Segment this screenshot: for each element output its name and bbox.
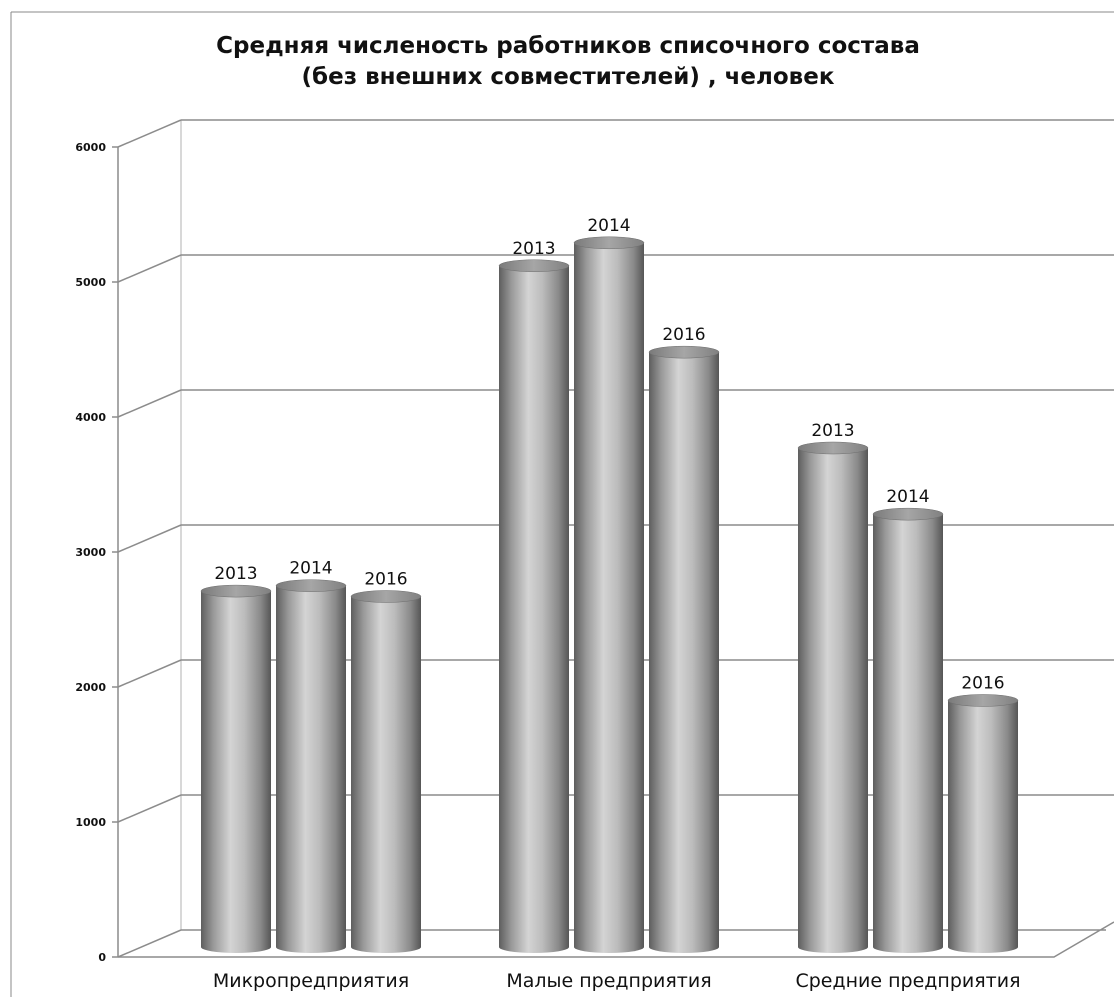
data-label: 2014: [886, 487, 929, 507]
y-tick-label: 6000: [75, 141, 106, 154]
x-axis-categories: Микропредприятия Малые предприятия Средние…: [213, 970, 1021, 992]
x-category-label: Малые предприятия: [506, 970, 711, 992]
chart-title: Средняя численость работников списочного…: [216, 33, 920, 90]
bar-cap: [200, 584, 272, 598]
data-labels: 2013 2014 2016 2013 2014 2016 2013 2014 2016: [214, 216, 1004, 694]
bar: [947, 694, 1019, 953]
chart-title-line-2: (без внешних совместителей) , человек: [302, 64, 835, 90]
bar-cap: [350, 590, 422, 603]
bar: [200, 584, 272, 953]
bar: [498, 259, 570, 953]
y-tick-label: 0: [98, 951, 106, 964]
gridline-diagonal: [117, 794, 182, 823]
bar-body: [649, 352, 719, 953]
bar-body: [276, 585, 346, 953]
bar-cap: [275, 579, 347, 592]
data-label: 2013: [811, 421, 854, 441]
y-tick-label: 4000: [75, 411, 106, 424]
bar: [872, 507, 944, 953]
y-tick-label: 5000: [75, 276, 106, 289]
bars: [200, 236, 1019, 954]
gridline-diagonal: [117, 659, 182, 688]
bar-cap: [797, 441, 869, 455]
bar-cap: [648, 345, 720, 359]
chart-title-line-1: Средняя численость работников списочного…: [216, 33, 920, 59]
gridline-diagonal: [117, 524, 182, 553]
bar: [350, 590, 422, 953]
bar-body: [798, 448, 868, 953]
bar: [573, 236, 645, 954]
x-category-label: Микропредприятия: [213, 970, 409, 992]
bar-body: [574, 242, 644, 954]
bar-body: [201, 591, 271, 953]
data-label: 2014: [289, 559, 332, 579]
gridline-diagonal: [117, 389, 182, 418]
data-label: 2013: [214, 564, 257, 584]
y-tick-label: 2000: [75, 681, 106, 694]
bar-body: [351, 596, 421, 953]
gridline-diagonal: [117, 254, 182, 283]
bar-cap: [573, 236, 645, 250]
y-axis-ticks: 0 1000 2000 3000 4000 5000 6000: [75, 141, 106, 964]
bar-cap: [947, 694, 1019, 707]
x-category-label: Средние предприятия: [795, 970, 1020, 992]
data-label: 2014: [587, 216, 630, 236]
bar-body: [499, 265, 569, 953]
gridline-diagonal: [117, 929, 182, 958]
gridline-diagonal: [117, 119, 182, 148]
y-tick-label: 1000: [75, 816, 106, 829]
bar-cap: [498, 259, 570, 272]
bar: [797, 441, 869, 953]
y-tick-label: 3000: [75, 546, 106, 559]
bar-cap: [872, 507, 944, 521]
bar-body: [873, 514, 943, 953]
bar-body: [948, 700, 1018, 953]
gridlines: [112, 119, 1114, 958]
data-label: 2016: [364, 570, 407, 590]
bar: [648, 345, 720, 953]
bar: [275, 579, 347, 953]
data-label: 2016: [961, 673, 1004, 693]
data-label: 2016: [662, 325, 705, 345]
data-label: 2013: [512, 239, 555, 259]
